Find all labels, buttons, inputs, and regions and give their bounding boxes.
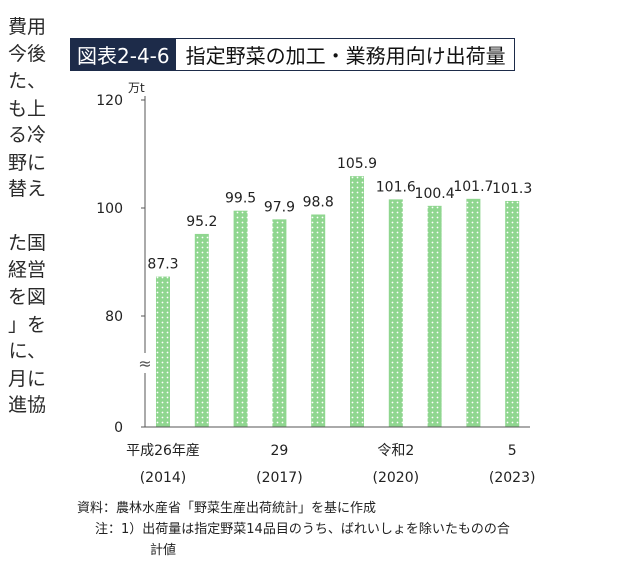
bar xyxy=(427,205,442,427)
source-note: 資料：農林水産省「野菜生産出荷統計」を基に作成 xyxy=(77,501,377,516)
figure-notes: 資料：農林水産省「野菜生産出荷統計」を基に作成 注：1）出荷量は指定野菜14品目… xyxy=(77,498,510,561)
left-text-line: 月に xyxy=(7,368,46,390)
left-body-text: 費用今後た、も上る冷野に替えた国経営を図」をに、月に進協 xyxy=(0,0,48,574)
left-text-line: に、 xyxy=(8,340,46,362)
left-text-line: た国 xyxy=(7,232,46,254)
bar xyxy=(194,233,209,427)
left-text-line: 野に xyxy=(7,152,46,174)
left-text-line: 替え xyxy=(7,178,46,200)
bar xyxy=(311,214,326,427)
figure-code: 図表2-4-6 xyxy=(71,39,176,70)
bar xyxy=(466,198,481,427)
bar-value-label: 100.4 xyxy=(415,186,455,202)
left-text-line: る冷 xyxy=(7,124,46,146)
axis-break-icon: ≈ xyxy=(138,354,151,373)
x-tick-year-label: (2020) xyxy=(373,470,420,486)
axis-break-gap xyxy=(139,353,151,373)
bar-value-label: 87.3 xyxy=(147,257,178,273)
bar xyxy=(388,199,403,427)
left-text-line: 経営 xyxy=(7,259,46,281)
bar-value-label: 101.7 xyxy=(453,179,493,195)
left-text-line: 費用 xyxy=(7,16,46,38)
left-text-line: を図 xyxy=(7,286,46,308)
bar-value-label: 101.3 xyxy=(492,181,532,197)
bar xyxy=(156,276,170,427)
bar-value-label: 97.9 xyxy=(264,199,295,215)
bar xyxy=(233,210,248,427)
note-line-2: 計値 xyxy=(150,543,177,558)
x-tick-label: 平成26年産 xyxy=(126,443,200,459)
left-text-line: も上 xyxy=(7,98,46,120)
figure-title: 指定野菜の加工・業務用向け出荷量 xyxy=(175,39,514,70)
left-text-line: 」を xyxy=(7,314,46,336)
y-tick-label: 0 xyxy=(114,420,123,436)
note-line-1: 注：1）出荷量は指定野菜14品目のうち、ばれいしょを除いたものの合 xyxy=(95,522,510,537)
left-text-line: 今後 xyxy=(7,43,46,65)
x-tick-label: 29 xyxy=(270,443,288,459)
bar-value-label: 99.5 xyxy=(225,191,256,207)
y-tick-label: 120 xyxy=(96,93,123,109)
left-text-line: 進協 xyxy=(7,394,46,416)
bar xyxy=(505,200,520,427)
bar xyxy=(350,176,364,427)
left-text-line: た、 xyxy=(7,70,46,92)
y-unit-label: 万t xyxy=(128,81,145,95)
x-tick-year-label: (2017) xyxy=(256,470,303,486)
bar-value-label: 98.8 xyxy=(303,194,334,210)
bar-value-label: 105.9 xyxy=(337,156,377,172)
bar xyxy=(272,219,287,427)
bar-value-label: 101.6 xyxy=(376,179,416,195)
x-tick-year-label: (2014) xyxy=(140,470,187,486)
y-tick-label: 80 xyxy=(105,309,123,325)
figure-title-box: 図表2-4-6 指定野菜の加工・業務用向け出荷量 xyxy=(70,38,515,71)
x-tick-year-label: (2023) xyxy=(489,470,536,486)
x-tick-label: 令和2 xyxy=(377,443,414,459)
y-tick-label: 100 xyxy=(96,201,123,217)
bar-value-label: 95.2 xyxy=(186,214,217,230)
x-tick-label: 5 xyxy=(508,443,517,459)
